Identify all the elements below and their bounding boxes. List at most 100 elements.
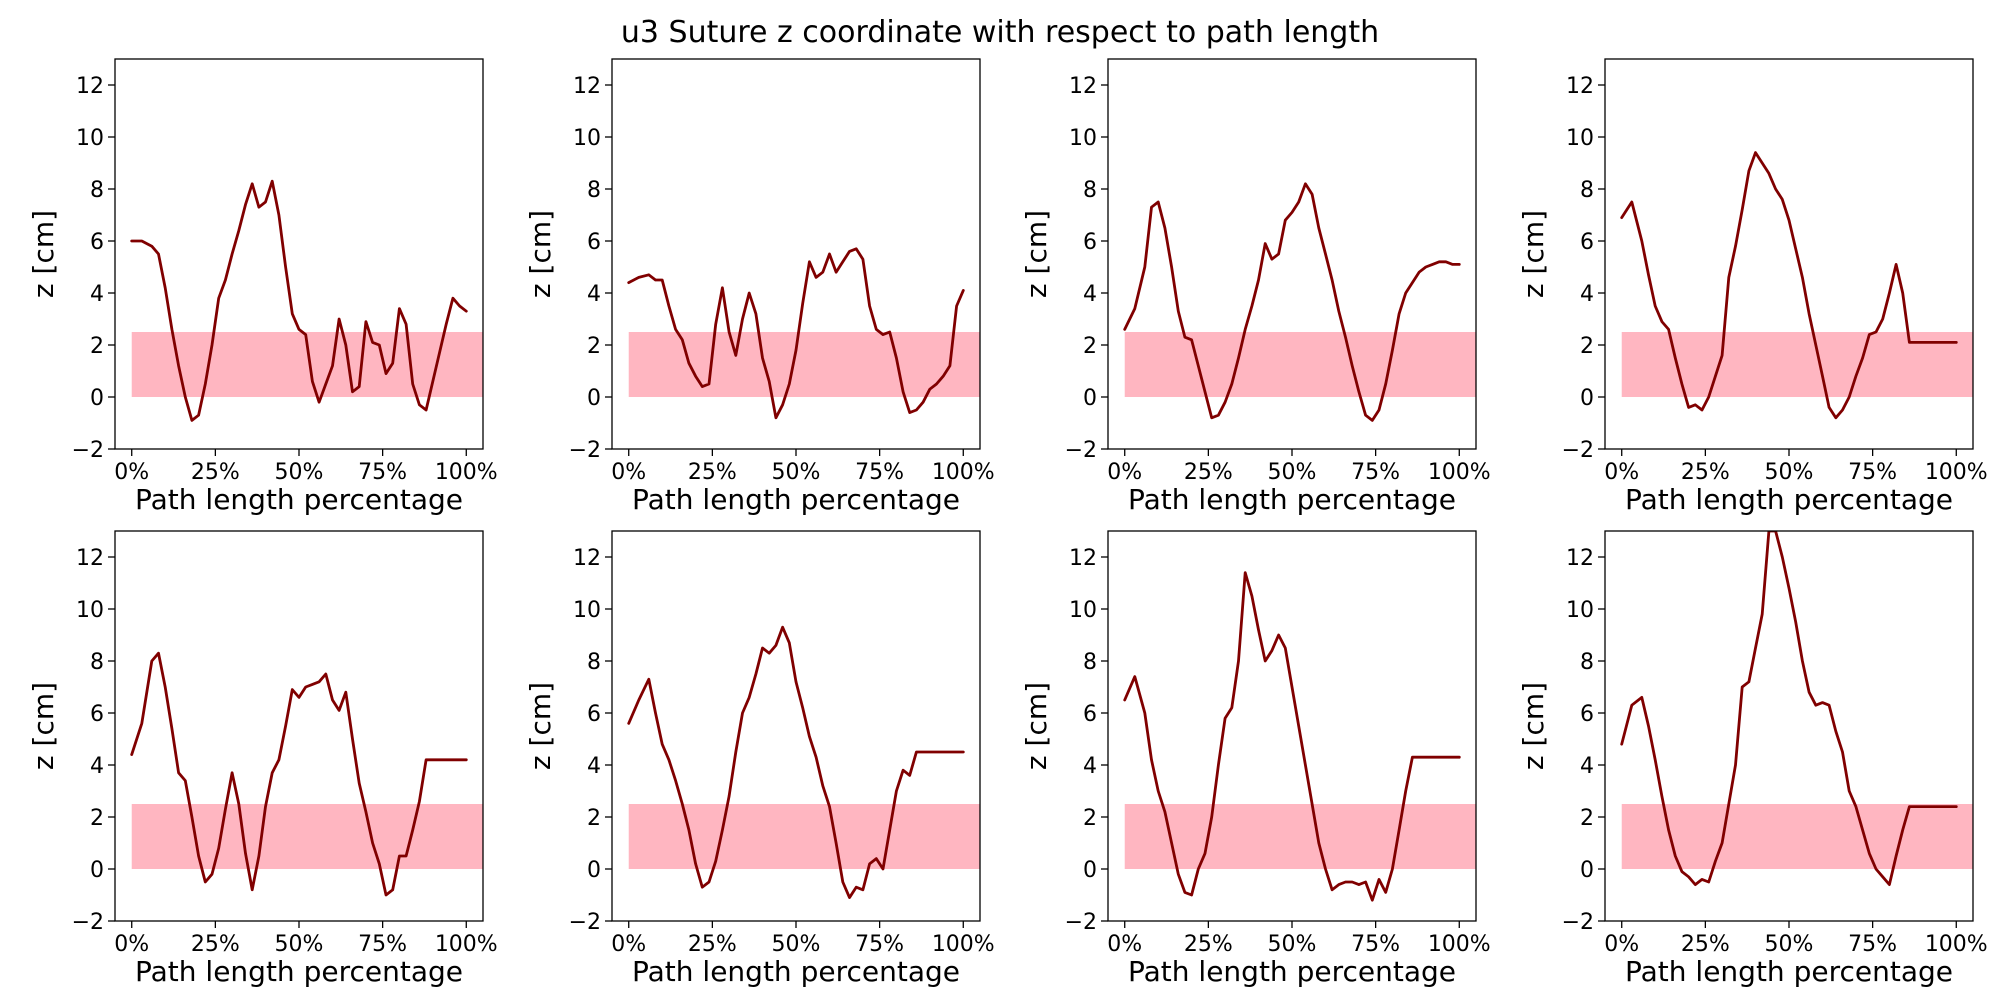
y-tick-label: 6 [1580, 230, 1594, 255]
x-tick-label: 75% [855, 932, 904, 957]
x-tick-label: 100% [435, 460, 498, 485]
z-series-line [627, 247, 965, 420]
x-tick-label: 100% [1925, 460, 1988, 485]
x-tick-label: 25% [1681, 932, 1730, 957]
y-axis-label: z [cm] [524, 682, 557, 770]
y-tick-label: 6 [587, 230, 601, 255]
y-tick-label: 0 [587, 858, 601, 883]
y-tick-label: 10 [76, 126, 104, 151]
x-tick-label: 50% [275, 460, 324, 485]
y-tick-label: 2 [90, 806, 104, 831]
y-tick-label: 4 [1580, 754, 1594, 779]
y-axis-label: z [cm] [524, 210, 557, 298]
x-tick-label: 50% [1268, 460, 1317, 485]
x-axis-label: Path length percentage [135, 955, 463, 988]
x-tick-label: 0% [611, 460, 646, 485]
y-tick-label: 8 [587, 650, 601, 675]
y-tick-label: 8 [1083, 650, 1097, 675]
x-axis-label: Path length percentage [632, 955, 960, 988]
x-tick-label: 100% [932, 932, 995, 957]
y-axis-label: z [cm] [1517, 682, 1550, 770]
y-tick-label: 12 [573, 546, 601, 571]
y-tick-label: 0 [90, 858, 104, 883]
x-tick-label: 0% [1604, 460, 1639, 485]
y-tick-label: 0 [1083, 858, 1097, 883]
y-tick-label: 6 [1083, 230, 1097, 255]
x-tick-label: 75% [1351, 460, 1400, 485]
y-tick-label: 12 [573, 74, 601, 99]
y-tick-label: 12 [1566, 546, 1594, 571]
x-tick-label: 50% [1268, 932, 1317, 957]
z-series-line [1123, 182, 1461, 422]
y-tick-label: 6 [1083, 702, 1097, 727]
y-tick-label: −2 [569, 438, 601, 463]
target-band [628, 332, 980, 397]
y-tick-label: 0 [90, 386, 104, 411]
y-tick-label: 2 [587, 334, 601, 359]
x-tick-label: 25% [191, 932, 240, 957]
x-tick-label: 50% [1765, 932, 1814, 957]
target-band [1124, 804, 1476, 869]
y-tick-label: 2 [1083, 334, 1097, 359]
y-tick-label: 10 [1566, 598, 1594, 623]
x-tick-label: 75% [1848, 932, 1897, 957]
y-tick-label: 12 [76, 546, 104, 571]
y-tick-label: 8 [90, 178, 104, 203]
y-tick-label: 12 [1069, 74, 1097, 99]
x-axis-label: Path length percentage [1128, 955, 1456, 988]
y-tick-label: 4 [1580, 282, 1594, 307]
y-tick-label: 8 [1580, 178, 1594, 203]
y-tick-label: 12 [1069, 546, 1097, 571]
z-series-line [1620, 531, 1958, 886]
y-tick-label: 12 [1566, 74, 1594, 99]
x-tick-label: 25% [1681, 460, 1730, 485]
y-tick-label: 0 [1083, 386, 1097, 411]
subplot-3: −2 0 2 4 6 8 10 12 0% 25% 50% 75% 100%Path length pe… [1020, 58, 1491, 516]
y-tick-label: −2 [569, 910, 601, 935]
z-series-line [627, 625, 965, 899]
x-tick-label: 50% [275, 932, 324, 957]
y-tick-label: 8 [90, 650, 104, 675]
y-tick-label: 4 [1083, 754, 1097, 779]
y-axis-label: z [cm] [1020, 210, 1053, 298]
y-tick-label: 10 [573, 598, 601, 623]
y-tick-label: 10 [1069, 126, 1097, 151]
y-tick-label: 6 [90, 702, 104, 727]
target-band [131, 804, 483, 869]
z-series-line [130, 651, 468, 897]
y-axis-label: z [cm] [1517, 210, 1550, 298]
y-tick-label: 0 [587, 386, 601, 411]
y-tick-label: 10 [1069, 598, 1097, 623]
subplot-2: −2 0 2 4 6 8 10 12 0% 25% 50% 75% 100%Path length pe… [524, 58, 995, 516]
y-tick-label: −2 [1562, 438, 1594, 463]
y-tick-label: 2 [1580, 806, 1594, 831]
x-tick-label: 25% [191, 460, 240, 485]
x-tick-label: 75% [358, 932, 407, 957]
y-tick-label: 0 [1580, 858, 1594, 883]
subplot-1: −2 0 2 4 6 8 10 12 0% 25% 50% 75% 100%Path length pe… [27, 58, 498, 516]
y-tick-label: 4 [90, 754, 104, 779]
x-tick-label: 0% [611, 932, 646, 957]
x-tick-label: 50% [772, 460, 821, 485]
x-tick-label: 75% [1848, 460, 1897, 485]
y-tick-label: 12 [76, 74, 104, 99]
x-tick-label: 100% [435, 932, 498, 957]
target-band [628, 804, 980, 869]
subplot-8: −2 0 2 4 6 8 10 12 0% 25% 50% 75% 100%Path length pe… [1517, 530, 1988, 988]
x-tick-label: 100% [1428, 460, 1491, 485]
subplot-4: −2 0 2 4 6 8 10 12 0% 25% 50% 75% 100%Path length pe… [1517, 58, 1988, 516]
x-tick-label: 100% [1428, 932, 1491, 957]
x-axis-label: Path length percentage [1128, 483, 1456, 516]
y-tick-label: 4 [90, 282, 104, 307]
x-tick-label: 25% [688, 460, 737, 485]
target-band [1124, 332, 1476, 397]
y-tick-label: 10 [1566, 126, 1594, 151]
z-series-line [1123, 571, 1461, 902]
x-tick-label: 75% [1351, 932, 1400, 957]
y-tick-label: 6 [587, 702, 601, 727]
y-tick-label: 6 [90, 230, 104, 255]
x-tick-label: 75% [855, 460, 904, 485]
y-tick-label: 2 [90, 334, 104, 359]
y-tick-label: −2 [1562, 910, 1594, 935]
y-tick-label: 0 [1580, 386, 1594, 411]
